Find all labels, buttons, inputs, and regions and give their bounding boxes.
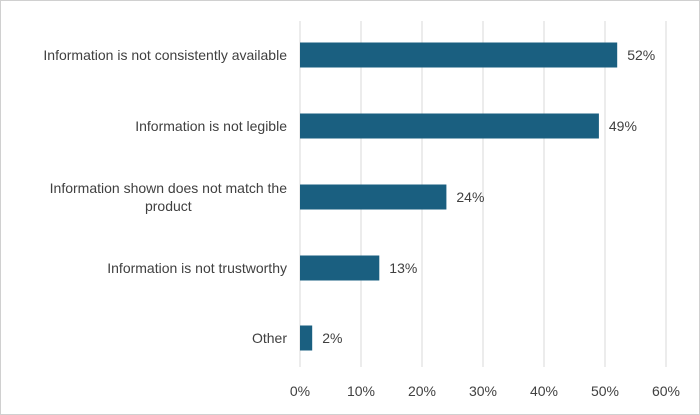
bar bbox=[300, 113, 599, 139]
bar bbox=[300, 42, 618, 68]
data-label: 52% bbox=[627, 47, 655, 63]
x-tick-label: 0% bbox=[290, 383, 310, 399]
category-labels: Information is not consistently availabl… bbox=[43, 47, 287, 346]
x-tick-label: 10% bbox=[347, 383, 375, 399]
data-label: 13% bbox=[389, 260, 417, 276]
x-tick-label: 40% bbox=[530, 383, 558, 399]
data-label: 49% bbox=[609, 118, 637, 134]
category-label-line: product bbox=[145, 198, 192, 214]
bar bbox=[300, 184, 447, 210]
category-label-line: Information is not legible bbox=[135, 118, 287, 134]
bars bbox=[300, 42, 618, 351]
x-tick-label: 50% bbox=[591, 383, 619, 399]
category-label: Information is not legible bbox=[135, 118, 287, 134]
data-labels: 52% 49% 24% 13% 2% bbox=[322, 47, 655, 346]
category-label-line: Information shown does not match the bbox=[50, 180, 288, 196]
category-label: Other bbox=[252, 330, 287, 346]
category-label-line: Information is not consistently availabl… bbox=[43, 47, 287, 63]
x-tick-label: 30% bbox=[469, 383, 497, 399]
category-label-line: Other bbox=[252, 330, 287, 346]
category-label: Information shown does not match the prod… bbox=[50, 180, 288, 214]
x-tick-label: 20% bbox=[408, 383, 436, 399]
category-label: Information is not trustworthy bbox=[107, 260, 287, 276]
category-label: Information is not consistently availabl… bbox=[43, 47, 287, 63]
category-label-line: Information is not trustworthy bbox=[107, 260, 287, 276]
bar bbox=[300, 325, 313, 351]
x-axis-tick-labels: 0% 10% 20% 30% 40% 50% 60% bbox=[290, 383, 680, 399]
x-tick-label: 60% bbox=[652, 383, 680, 399]
data-label: 2% bbox=[322, 330, 342, 346]
bar bbox=[300, 255, 380, 281]
data-label: 24% bbox=[456, 189, 484, 205]
